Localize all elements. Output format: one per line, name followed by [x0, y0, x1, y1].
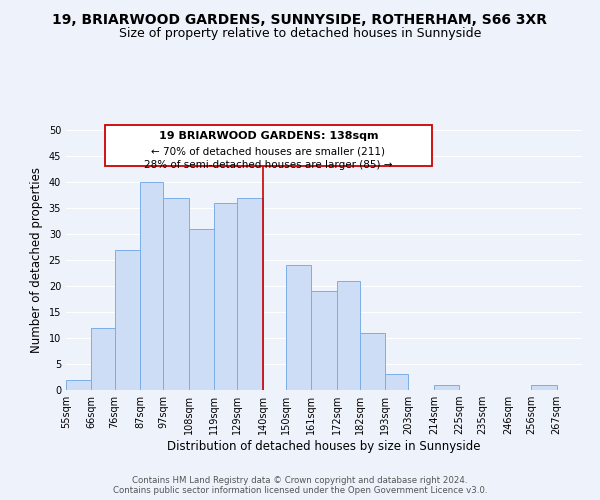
- Text: Contains HM Land Registry data © Crown copyright and database right 2024.: Contains HM Land Registry data © Crown c…: [132, 476, 468, 485]
- Text: Contains public sector information licensed under the Open Government Licence v3: Contains public sector information licen…: [113, 486, 487, 495]
- Bar: [360, 333, 385, 390]
- Bar: [434, 385, 460, 390]
- Text: 19, BRIARWOOD GARDENS, SUNNYSIDE, ROTHERHAM, S66 3XR: 19, BRIARWOOD GARDENS, SUNNYSIDE, ROTHER…: [53, 12, 548, 26]
- Bar: [188, 229, 214, 390]
- Bar: [311, 291, 337, 390]
- Y-axis label: Number of detached properties: Number of detached properties: [30, 167, 43, 353]
- Bar: [140, 182, 163, 390]
- Bar: [531, 385, 557, 390]
- Bar: [163, 198, 188, 390]
- X-axis label: Distribution of detached houses by size in Sunnyside: Distribution of detached houses by size …: [167, 440, 481, 453]
- Bar: [91, 328, 115, 390]
- Text: 28% of semi-detached houses are larger (85) →: 28% of semi-detached houses are larger (…: [144, 160, 393, 170]
- Text: Size of property relative to detached houses in Sunnyside: Size of property relative to detached ho…: [119, 28, 481, 40]
- Text: 19 BRIARWOOD GARDENS: 138sqm: 19 BRIARWOOD GARDENS: 138sqm: [159, 132, 378, 141]
- Bar: [66, 380, 91, 390]
- Bar: [286, 265, 311, 390]
- Bar: [237, 198, 263, 390]
- Text: ← 70% of detached houses are smaller (211): ← 70% of detached houses are smaller (21…: [151, 146, 385, 156]
- Bar: [385, 374, 409, 390]
- Bar: [337, 281, 360, 390]
- Bar: [214, 203, 237, 390]
- Bar: [115, 250, 140, 390]
